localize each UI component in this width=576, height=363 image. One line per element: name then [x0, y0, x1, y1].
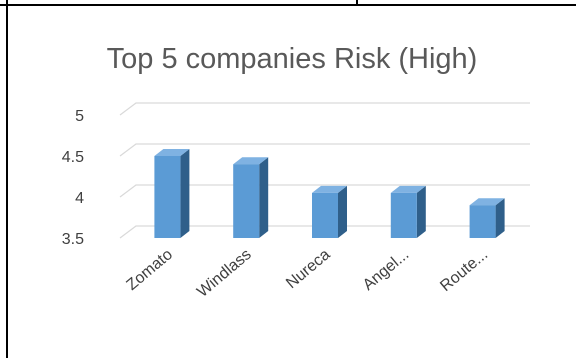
- table-left-rule: [6, 0, 8, 358]
- y-tick-label: 3.5: [62, 231, 84, 248]
- gridline: [119, 102, 530, 116]
- gridlines: [119, 102, 530, 239]
- gridline: [119, 184, 530, 198]
- table-cell-divider: [356, 0, 358, 6]
- bar: [469, 205, 496, 238]
- bar-top: [390, 185, 426, 193]
- bars: [154, 149, 505, 238]
- chart-container: Top 5 companies Risk (High) 5 4.5 4 3.5 Zom…: [14, 14, 576, 358]
- gridline: [119, 143, 530, 157]
- x-tick-label: Zomato: [123, 246, 176, 294]
- chart-title: Top 5 companies Risk (High): [107, 43, 478, 75]
- y-axis-ticks: 5 4.5 4 3.5: [62, 108, 84, 248]
- y-tick-label: 5: [75, 108, 84, 125]
- bar-top: [469, 198, 505, 206]
- table-top-rule: [0, 4, 576, 6]
- bar: [312, 192, 338, 238]
- y-tick-label: 4.5: [62, 149, 84, 166]
- bar-side: [495, 198, 505, 238]
- x-tick-label: Angel...: [360, 246, 412, 294]
- bar: [154, 156, 181, 238]
- x-tick-label: Nureca: [283, 246, 334, 292]
- x-axis-ticks: Zomato Windlass Nureca Angel... Route...: [123, 246, 491, 301]
- bar-side: [180, 149, 190, 238]
- y-tick-label: 4: [75, 190, 84, 207]
- bar-chart: Top 5 companies Risk (High) 5 4.5 4 3.5 Zom…: [62, 43, 530, 301]
- bar-side: [338, 185, 347, 238]
- bar-side: [416, 185, 426, 238]
- bar-top: [233, 157, 269, 165]
- bar: [390, 192, 417, 238]
- bar-side: [259, 157, 269, 238]
- bar: [233, 164, 260, 238]
- bar-top: [312, 185, 347, 193]
- x-tick-label: Windlass: [194, 246, 255, 301]
- x-tick-label: Route...: [437, 246, 491, 295]
- bar-top: [154, 149, 190, 156]
